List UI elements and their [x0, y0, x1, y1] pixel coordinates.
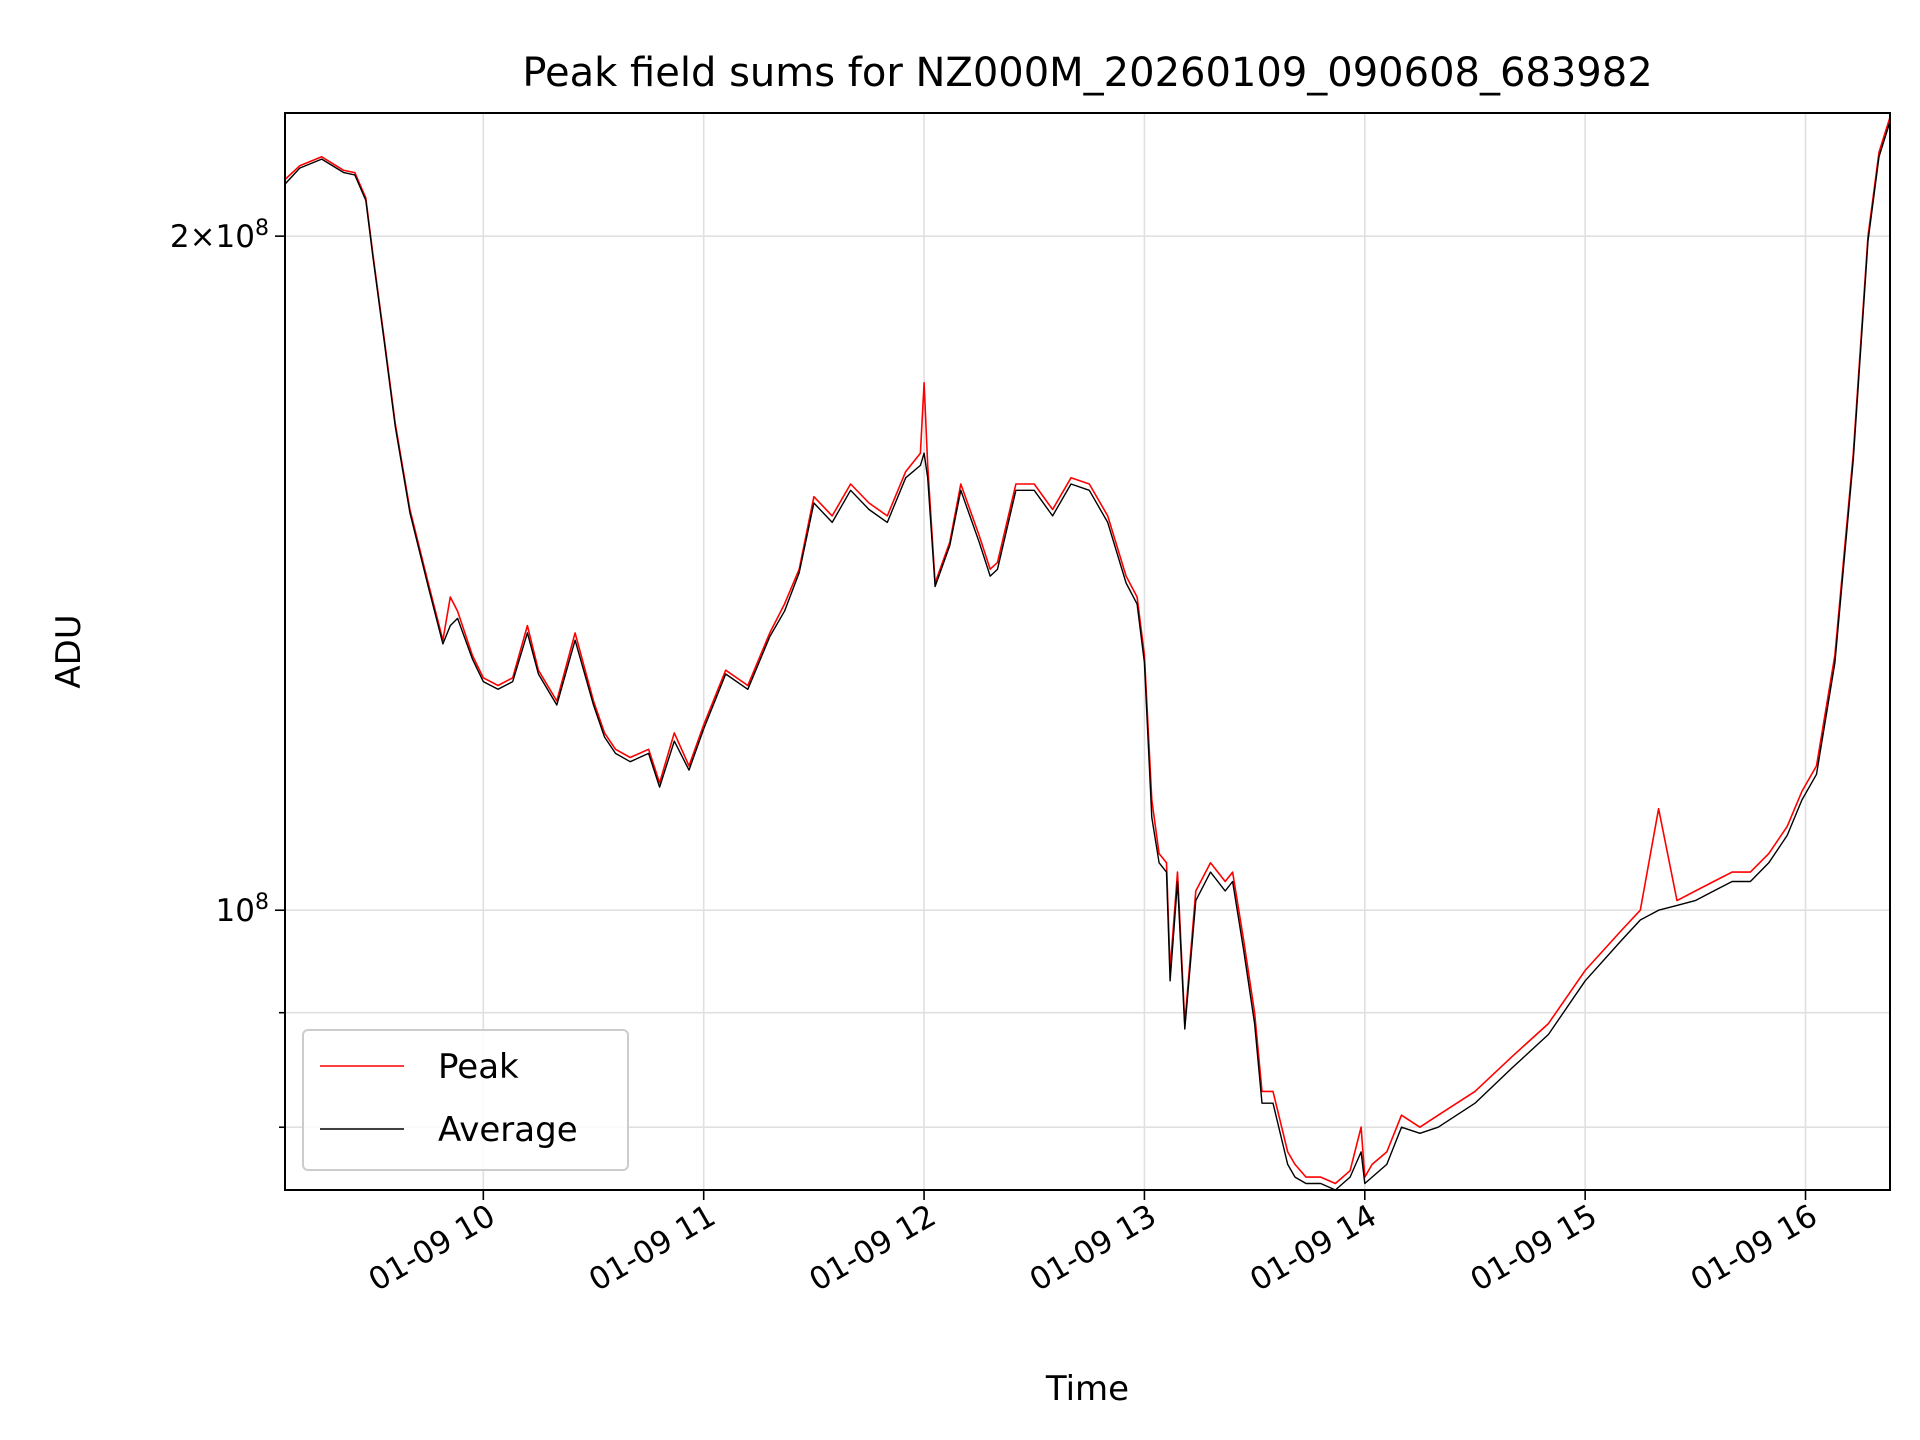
y-tick-mantissa: 2×: [170, 219, 216, 255]
legend-label-average: Average: [438, 1110, 578, 1150]
plot-series: [284, 117, 1891, 1191]
plot-frame: [284, 112, 1891, 1191]
chart-title: Peak field sums for NZ000M_20260109_0906…: [522, 50, 1652, 96]
y-tick-label: 108: [216, 890, 269, 930]
legend-label-peak: Peak: [438, 1047, 519, 1087]
legend: Peak Average: [302, 1029, 629, 1171]
y-tick-label: 2×108: [170, 216, 269, 256]
series-line-average: [284, 121, 1891, 1191]
y-tick-base: 10: [216, 219, 255, 255]
series-line-peak: [284, 117, 1891, 1185]
y-tick-base: 10: [216, 893, 255, 929]
legend-box: [302, 1029, 629, 1171]
grid: [285, 113, 1890, 1190]
y-axis-label: ADU: [49, 614, 89, 688]
y-tick-exponent: 8: [255, 890, 269, 915]
y-tick-exponent: 8: [255, 216, 269, 241]
x-axis-label: Time: [1045, 1369, 1129, 1409]
